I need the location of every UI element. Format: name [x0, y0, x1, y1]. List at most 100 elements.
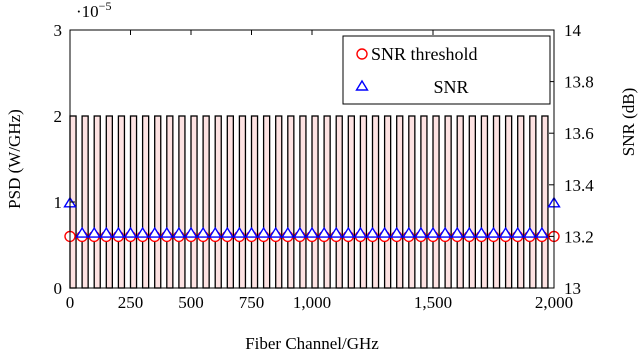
- snr-point: [123, 226, 138, 238]
- psd-bar: [141, 115, 150, 289]
- y-right-tick-label: 13: [564, 279, 581, 298]
- snr-point: [87, 226, 101, 238]
- y-right-tick-label: 14: [564, 21, 582, 40]
- y-left-tick-label: 3: [54, 21, 63, 40]
- x-tick-label: 500: [178, 293, 204, 312]
- snr-point: [389, 226, 404, 238]
- snr-point: [135, 226, 150, 238]
- y-right-tick-label: 13.6: [564, 124, 594, 143]
- snr-point: [341, 226, 356, 238]
- snr-point: [438, 226, 452, 238]
- y-right-tick-label: 13.4: [564, 176, 594, 195]
- y-left-tick-label: 0: [54, 279, 63, 298]
- legend-marker-snr-threshold: [356, 48, 368, 60]
- psd-bar: [420, 115, 428, 289]
- psd-bar: [335, 115, 343, 289]
- y-right-axis-ticks: 13 13.2 13.4 13.6 13.8 14: [549, 21, 594, 298]
- snr-point: [462, 226, 477, 238]
- psd-bar: [117, 115, 126, 289]
- y-right-tick-label: 13.8: [564, 73, 594, 92]
- psd-bar: [529, 115, 537, 289]
- snr-point: [510, 226, 525, 238]
- psd-bar: [166, 115, 174, 289]
- psd-bar: [444, 115, 452, 289]
- snr-point: [232, 226, 247, 238]
- y-left-axis-label: PSD (W/GHz): [5, 109, 24, 209]
- snr-point: [293, 226, 307, 238]
- psd-bar: [359, 115, 368, 289]
- snr-point: [365, 226, 380, 238]
- psd-bar: [202, 115, 210, 289]
- x-tick-label: 1,000: [293, 293, 331, 312]
- psd-bar: [456, 115, 464, 289]
- psd-bar: [517, 115, 525, 289]
- snr-point: [184, 226, 198, 238]
- y-right-tick-label: 13.2: [564, 227, 594, 246]
- psd-bar: [347, 115, 355, 289]
- psd-bar: [105, 115, 114, 289]
- snr-point: [377, 226, 392, 238]
- psd-bar: [250, 115, 259, 289]
- y-left-multiplier: ·10−5: [76, 0, 111, 21]
- y-left-multiplier-exponent: −5: [99, 0, 112, 13]
- psd-bar: [408, 115, 416, 289]
- legend-box: [342, 35, 551, 105]
- y-left-tick-label: 1: [54, 193, 63, 212]
- x-axis-label: Fiber Channel/GHz: [245, 334, 379, 353]
- legend-label-snr: SNR: [433, 77, 468, 97]
- legend-label-snr-threshold: SNR threshold: [371, 44, 478, 64]
- snr-point: [402, 226, 416, 238]
- snr-point: [353, 226, 368, 238]
- snr-point: [75, 226, 89, 238]
- psd-bar: [238, 115, 247, 289]
- y-right-axis-label: SNR (dB): [619, 88, 638, 156]
- snr-point: [268, 226, 283, 238]
- legend-marker-snr: [355, 79, 369, 91]
- psd-bar: [371, 115, 380, 289]
- snr-point: [329, 226, 343, 238]
- snr-point: [317, 226, 331, 238]
- snr-point: [535, 226, 549, 238]
- snr-point: [208, 226, 222, 238]
- snr-point: [244, 226, 259, 238]
- snr-point: [486, 226, 501, 238]
- psd-bar: [504, 115, 513, 289]
- psd-bar: [299, 115, 307, 289]
- psd-bar: [178, 115, 186, 289]
- psd-bar: [93, 115, 101, 289]
- psd-bar: [432, 115, 440, 289]
- snr-point: [498, 226, 513, 238]
- psd-bar: [480, 115, 489, 289]
- legend: SNR threshold SNR: [342, 35, 551, 105]
- psd-bar: [226, 115, 235, 289]
- x-axis-ticks: 0 250 500 750 1,000 1,500 2,000: [66, 30, 573, 312]
- snr-point: [281, 226, 295, 238]
- x-tick-label: 2,000: [535, 293, 573, 312]
- psd-bar: [383, 115, 392, 289]
- psd-bar: [468, 115, 476, 289]
- x-tick-label: 0: [66, 293, 75, 312]
- psd-bar: [190, 115, 198, 289]
- psd-bar: [287, 115, 295, 289]
- snr-markers: [63, 196, 561, 243]
- psd-bar: [154, 115, 162, 289]
- x-tick-label: 1,500: [414, 293, 452, 312]
- snr-point: [220, 226, 235, 238]
- psd-bar: [541, 115, 549, 289]
- snr-point: [523, 226, 537, 238]
- snr-point: [160, 226, 174, 238]
- snr-point: [147, 226, 162, 238]
- y-left-tick-label: 2: [54, 107, 63, 126]
- x-tick-label: 750: [239, 293, 265, 312]
- psd-bar: [262, 115, 271, 289]
- psd-bar: [323, 115, 331, 289]
- snr-point: [111, 226, 126, 238]
- snr-point: [450, 226, 464, 238]
- x-tick-label: 250: [118, 293, 144, 312]
- snr-point: [474, 226, 489, 238]
- psd-bar: [129, 115, 138, 289]
- snr-point: [172, 226, 186, 238]
- psd-bar: [275, 115, 283, 289]
- psd-bar: [311, 115, 319, 289]
- psd-bars: [69, 115, 549, 289]
